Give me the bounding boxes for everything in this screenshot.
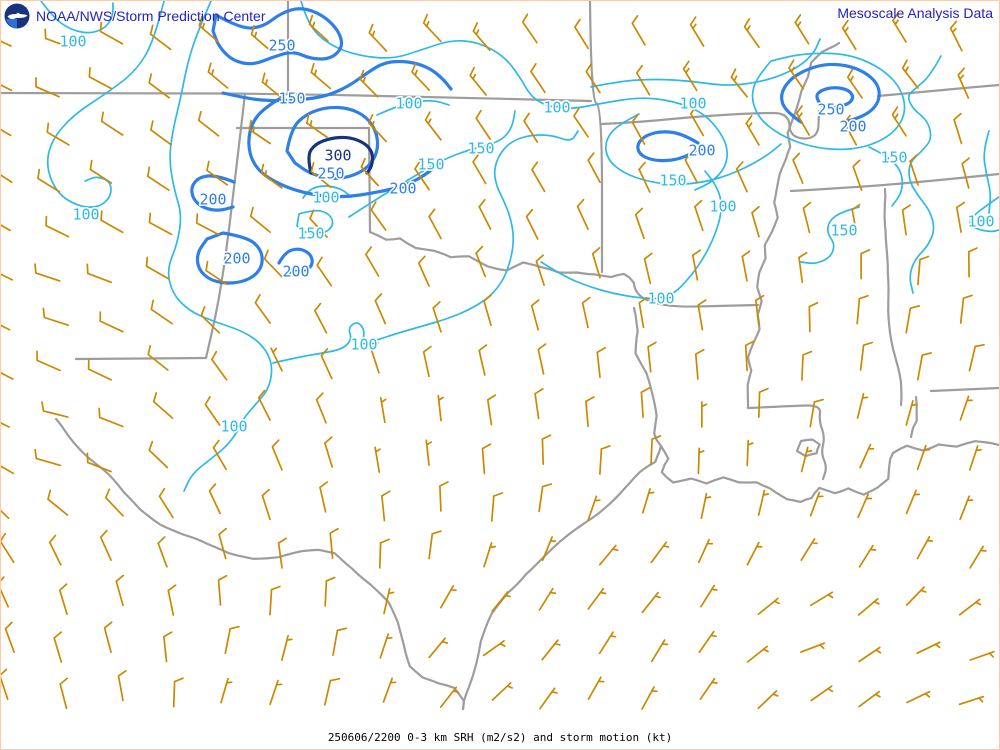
srh-contour-150 [221,59,453,103]
border-rio-grande [54,417,465,711]
srh-contour-150 [296,209,334,235]
noaa-logo [4,3,30,29]
border-nm-east [204,92,247,360]
srh-contour-label: 100 [72,206,99,224]
map-caption: 250606/2200 0-3 km SRH (m2/s2) and storm… [327,731,673,744]
srh-contour-label: 150 [830,222,857,240]
srh-contour-label: 300 [324,147,351,165]
border-la-ms-31N-pearl [746,404,827,481]
border-ky-tn [876,83,999,98]
srh-contour-100 [300,1,728,191]
srh-contour-label: 250 [817,101,844,119]
srh-contour-label: 150 [297,225,324,243]
border-nm-tx-32N [74,356,208,361]
wind-barbs [1,12,995,710]
srh-contour-100 [983,130,992,214]
srh-contour-150 [590,38,821,88]
border-tx-ar-la-33N [632,281,760,308]
wind-barb-field [1,12,995,710]
border-mo-ar-bootheel [600,109,821,140]
srh-contour-100 [272,130,579,364]
srh-contour-label: 200 [839,118,866,136]
srh-contour-150 [868,146,904,207]
srh-contour-label: 150 [659,172,686,190]
srh-contour-label: 200 [282,263,309,281]
srh-contour-label: 100 [312,189,339,207]
srh-contour-200 [780,62,881,124]
border-ks-mo-ok-ar [588,1,604,274]
mesoanalysis-map[interactable]: 100 100 100 100 100 100 100 100 100 100 100 150 150 1… [1,1,999,727]
srh-contour-label: 200 [199,191,226,209]
border-ms-al-coast [891,440,999,455]
srh-contour-200 [247,97,441,199]
srh-contour-250 [285,105,380,180]
srh-contour-label: 100 [350,336,377,354]
srh-contour-250 [211,7,344,66]
srh-contour-300 [307,135,375,175]
srh-contour-label: 150 [880,149,907,167]
srh-contours-low [40,1,999,492]
srh-contour-100 [376,99,450,116]
srh-contour-250 [815,86,855,109]
srh-contour-label: 100 [220,418,247,436]
srh-contour-200 [190,174,236,212]
srh-contour-200 [636,130,700,163]
header-right-title: Mesoscale Analysis Data [837,5,993,21]
border-sabine-river [632,306,663,448]
border-al-fl-31N [929,386,999,393]
srh-contour-100 [302,185,352,199]
border-parallel-37N [1,91,593,103]
srh-contour-label: 100 [543,99,570,117]
state-borders [1,1,999,711]
border-tx-ok-100W [367,126,372,234]
border-lake-pontchartrain [795,438,821,458]
srh-contour-label: 200 [688,142,715,160]
srh-contour-label: 100 [967,213,994,231]
border-la-gulf-coast [659,444,895,503]
srh-contour-150 [751,52,906,151]
srh-contour-label: 100 [679,95,706,113]
srh-contour-label: 100 [395,95,422,113]
srh-contour-label: 150 [467,140,494,158]
srh-contour-label: 250 [268,37,295,55]
srh-contour-label: 200 [223,250,250,268]
map-canvas[interactable]: 100 100 100 100 100 100 100 100 100 100 100 150 150 1… [1,1,999,727]
page-title: NOAA/NWS/Storm Prediction Center [36,8,266,24]
srh-contour-200 [195,231,264,285]
srh-contour-150 [907,55,942,294]
srh-contour-label: 100 [709,198,736,216]
border-tn-ms-35N [789,172,999,193]
srh-contour-200 [277,247,314,275]
border-ms-al [883,187,903,407]
srh-contour-label: 150 [417,156,444,174]
srh-contour-100 [46,1,165,208]
srh-contour-label: 100 [647,290,674,308]
contour-labels: 100 100 100 100 100 100 100 100 100 100 100 150 150 1… [58,31,996,437]
srh-contour-150 [800,206,860,265]
srh-contour-label: 100 [59,33,86,51]
srh-contour-100 [540,170,723,300]
srh-contours-high [190,7,881,285]
srh-contour-100 [40,1,114,34]
srh-contour-100 [969,196,999,233]
srh-contour-label: 150 [278,90,305,108]
srh-contour-label: 250 [317,165,344,183]
border-mississippi-river [746,41,841,410]
border-tx-gulf-coast [461,444,663,711]
srh-contour-150 [605,113,782,186]
srh-contour-label: 200 [389,180,416,198]
